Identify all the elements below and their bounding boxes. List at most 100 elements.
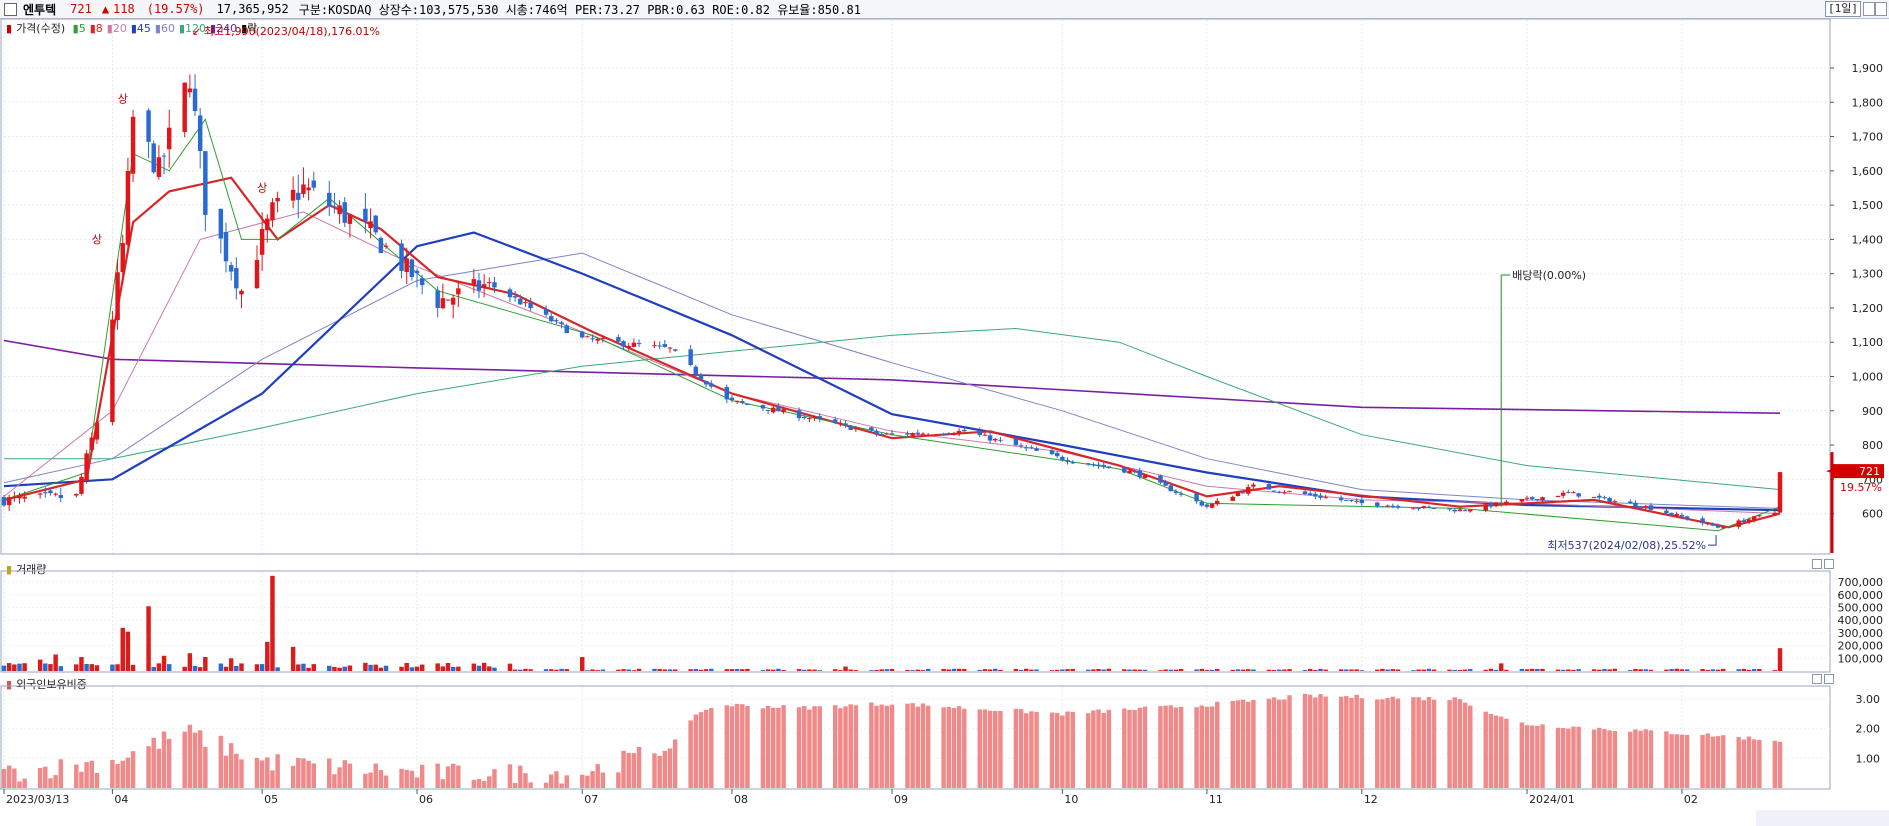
candle-body (1354, 500, 1359, 502)
volume-panel-close-icon[interactable] (1824, 559, 1834, 569)
candle-body (1096, 464, 1101, 466)
candle-body (1777, 472, 1783, 513)
period-selector[interactable]: [1일] (1825, 1, 1861, 17)
candle-body (1669, 512, 1674, 515)
foreign-ratio-bar (1633, 729, 1638, 788)
volume-bar (698, 669, 704, 671)
candle-body (337, 205, 342, 215)
candle-body (559, 322, 564, 324)
volume-bar (1483, 669, 1488, 671)
foreign-panel-close-icon[interactable] (1824, 674, 1834, 684)
ma-legend-item-8[interactable]: ▮8 (89, 22, 103, 35)
ma-legend-item-락[interactable]: ▮락 (241, 22, 258, 35)
volume-bar (265, 641, 270, 671)
foreign-ratio-bar (481, 780, 487, 788)
ma-legend-item-20[interactable]: ▮20 (106, 22, 127, 35)
volume-panel-minimize-icon[interactable] (1812, 559, 1822, 569)
candle-body (1276, 491, 1282, 493)
foreign-ratio-bar (1, 769, 7, 788)
volume-tick-label: 700,000 (1838, 576, 1884, 589)
foreign-ratio-bar (79, 771, 84, 788)
volume-bar (1246, 669, 1251, 671)
candle-body (1168, 485, 1174, 492)
candle-body (1307, 493, 1313, 495)
volume-bar (471, 663, 477, 671)
volume-bar (476, 665, 482, 671)
candle-body (657, 345, 662, 347)
foreign-ratio-bar (636, 747, 642, 788)
volume-bar (22, 663, 27, 671)
candle-body (1049, 450, 1055, 455)
foreign-ratio-bar (765, 705, 771, 788)
foreign-ratio-bar (1085, 713, 1091, 788)
volume-bar (1194, 669, 1199, 671)
candle-body (94, 422, 100, 440)
foreign-ratio-bar (1163, 705, 1168, 788)
foreign-ratio-bar (399, 768, 404, 788)
foreign-ratio-bar (12, 768, 17, 788)
candle-body (1282, 492, 1287, 494)
ma-legend-item-5[interactable]: ▮5 (72, 22, 86, 35)
ma-legend: ▮5 ▮8 ▮20 ▮45 ▮60 ▮120 ▮240 ▮락 (73, 22, 262, 35)
volume-bar (1452, 669, 1457, 671)
volume-bar (1302, 670, 1308, 671)
volume-bar (399, 666, 404, 671)
zoom-scroll-bar[interactable] (1756, 810, 1889, 826)
ma-legend-item-120[interactable]: ▮120 (178, 22, 207, 35)
volume-bar (812, 669, 817, 671)
foreign-legend-title: 외국인보유비중 (16, 678, 87, 691)
volume-bar (765, 669, 771, 671)
volume-bar (1323, 669, 1328, 671)
foreign-ratio-bar (1431, 699, 1437, 788)
foreign-ratio-bar (512, 783, 518, 788)
candle-body (734, 400, 740, 402)
foreign-ratio-bar (161, 731, 167, 788)
ma-legend-item-45[interactable]: ▮45 (130, 22, 151, 35)
restore-icon[interactable] (1863, 2, 1875, 16)
volume-bar (166, 664, 172, 671)
volume-bar (1142, 669, 1148, 671)
candle-body (771, 407, 776, 413)
candle-body (89, 437, 94, 450)
candle-body (1070, 462, 1075, 464)
volume-bar (910, 670, 915, 671)
candle-body (1421, 506, 1426, 508)
foreign-ratio-bar (874, 705, 879, 788)
foreign-ratio-bar (166, 738, 172, 788)
foreign-ratio-bar (1359, 698, 1365, 788)
select-checkbox[interactable] (4, 2, 17, 16)
candle-body (1540, 497, 1545, 501)
candle-body (53, 493, 58, 495)
candle-body (445, 299, 451, 301)
volume-bar (1375, 669, 1380, 671)
volume-bar (125, 631, 131, 671)
candle-body (869, 427, 874, 431)
volume-bar (616, 669, 621, 671)
volume-bar (17, 663, 22, 671)
volume-bar (1282, 669, 1287, 671)
foreign-ratio-bar (843, 706, 848, 788)
foreign-ratio-bar (37, 767, 43, 788)
price-tick-label: 900 (1862, 405, 1883, 418)
foreign-ratio-bar (84, 762, 89, 788)
ma-legend-item-240[interactable]: ▮240 (210, 22, 238, 35)
candle-body (889, 433, 895, 435)
foreign-ratio-bar (905, 703, 910, 788)
foreign-ratio-bar (1204, 706, 1210, 788)
foreign-panel-minimize-icon[interactable] (1812, 674, 1822, 684)
foreign-ratio-bar (652, 753, 657, 788)
candle-body (1266, 484, 1272, 490)
foreign-ratio-bar (657, 755, 662, 788)
ma-legend-item-60[interactable]: ▮60 (154, 22, 175, 35)
close-icon[interactable] (1875, 2, 1887, 16)
candle-body (409, 259, 415, 277)
foreign-ratio-bar (920, 703, 926, 788)
x-tick-label: 12 (1364, 793, 1378, 806)
volume-bar (1597, 669, 1602, 671)
volume-bar (110, 664, 115, 671)
volume-bar (1349, 669, 1354, 671)
foreign-ratio-bar (53, 775, 58, 788)
foreign-ratio-bar (182, 731, 187, 788)
foreign-ratio-bar (1700, 735, 1705, 788)
